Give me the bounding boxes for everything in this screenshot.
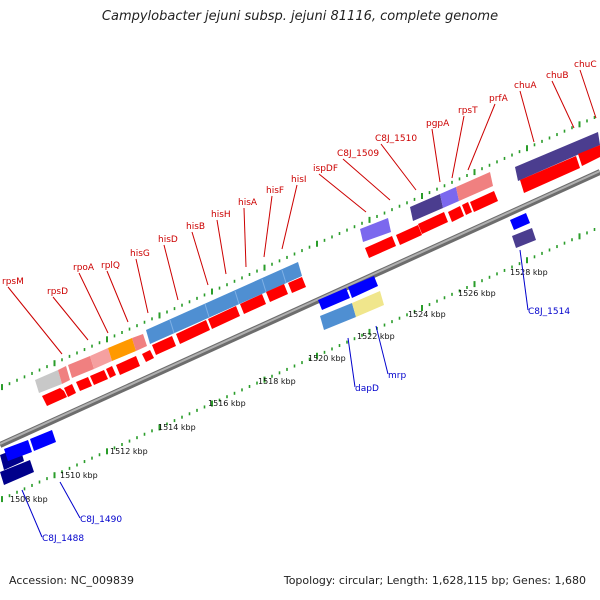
feature-block	[108, 338, 136, 361]
label-leader	[263, 195, 273, 258]
label-leader	[191, 231, 209, 286]
gene-label: rplQ	[101, 261, 120, 271]
label-leader	[59, 481, 81, 519]
label-leader	[106, 270, 129, 323]
feature-block	[58, 366, 70, 384]
feature-block	[132, 334, 147, 351]
label-leader	[431, 128, 441, 183]
label-leader	[467, 103, 496, 171]
genome-summary: Topology: circular; Length: 1,628,115 bp…	[283, 574, 586, 587]
feature-block	[512, 228, 536, 248]
gene-label: hisA	[238, 198, 258, 208]
gene-label: hisG	[130, 249, 150, 259]
label-leader	[7, 286, 63, 355]
label-leader	[21, 489, 43, 538]
map-title: Campylobacter jejuni subsp. jejuni 81116…	[101, 9, 499, 24]
accession-label: Accession: NC_009839	[9, 574, 135, 587]
gene-label: hisH	[211, 210, 231, 220]
genome-backbone	[0, 169, 600, 448]
ruler-label: 1524 kbp	[408, 310, 446, 319]
feature-block	[68, 356, 94, 378]
feature-block	[146, 262, 302, 344]
ruler-label: 1516 kbp	[208, 399, 246, 408]
ruler-label: 1514 kbp	[158, 423, 196, 432]
gene-label: hisF	[266, 186, 284, 196]
gene-label: dapD	[355, 384, 379, 394]
reverse-cds-arrows	[4, 213, 530, 461]
label-leader	[318, 173, 367, 213]
gene-label: ispDF	[313, 164, 338, 174]
label-leader	[375, 325, 389, 375]
gene-label: mrp	[388, 371, 406, 381]
label-leader	[216, 219, 227, 275]
gene-label: rpoA	[73, 263, 95, 273]
forward-features	[35, 132, 600, 406]
feature-block	[410, 194, 443, 221]
feature-block	[360, 218, 391, 242]
label-leader	[135, 258, 149, 314]
feature-block	[515, 132, 600, 181]
gene-label: hisD	[158, 235, 178, 245]
gene-label: chuB	[546, 71, 569, 81]
feature-block	[352, 291, 384, 317]
gene-label: C8J_1509	[337, 149, 379, 159]
ruler-label: 1518 kbp	[258, 377, 296, 386]
lower-tick-track	[1, 228, 596, 503]
reverse-gene-labels: C8J_1488 C8J_1490 dapD mrp C8J_1514	[21, 249, 570, 544]
gene-label: hisI	[291, 175, 307, 185]
gene-label: rpsD	[47, 287, 68, 297]
label-leader	[281, 184, 298, 250]
feature-block	[35, 370, 62, 393]
ruler-label: 1526 kbp	[458, 289, 496, 298]
label-leader	[243, 207, 247, 268]
label-leader	[519, 90, 535, 143]
gene-label: rpsT	[458, 106, 478, 116]
gene-label: pgpA	[426, 119, 450, 129]
label-leader	[163, 244, 179, 301]
ruler-label: 1520 kbp	[308, 354, 346, 363]
ruler-label: 1508 kbp	[10, 495, 48, 504]
label-leader	[52, 296, 89, 341]
label-leader	[342, 158, 391, 201]
feature-block	[320, 303, 356, 330]
label-leader	[78, 272, 109, 334]
ruler-label: 1528 kbp	[510, 268, 548, 277]
ruler-label: 1522 kbp	[357, 332, 395, 341]
feature-block	[440, 187, 459, 208]
gene-label: chuC	[574, 60, 597, 70]
gene-label: chuA	[514, 81, 537, 91]
reverse-features	[0, 213, 536, 485]
gene-label: C8J_1490	[80, 515, 122, 525]
feature-block	[90, 348, 112, 369]
label-leader	[451, 115, 465, 179]
label-leader	[519, 249, 529, 311]
gene-label: C8J_1488	[42, 534, 84, 544]
gene-label: C8J_1514	[528, 307, 570, 317]
ruler-label: 1512 kbp	[110, 447, 148, 456]
gene-label: hisB	[186, 222, 205, 232]
position-ruler: 1508 kbp 1510 kbp 1512 kbp 1514 kbp 1516 kbp…	[10, 268, 548, 504]
label-leader	[579, 69, 597, 119]
label-leader	[551, 80, 575, 129]
gene-label: C8J_1510	[375, 134, 417, 144]
feature-block	[456, 172, 493, 201]
forward-gene-labels: rpsM rpsD rpoA rplQ hisG hisD hisB hisH hisA hisF…	[2, 60, 597, 355]
ruler-label: 1510 kbp	[60, 471, 98, 480]
upper-tick-track	[1, 116, 596, 391]
feature-block	[0, 460, 34, 485]
gene-label: rpsM	[2, 277, 24, 287]
gene-label: prfA	[489, 94, 509, 104]
label-leader	[380, 143, 417, 191]
label-leader	[347, 337, 356, 388]
forward-cds-arrows	[42, 145, 600, 406]
